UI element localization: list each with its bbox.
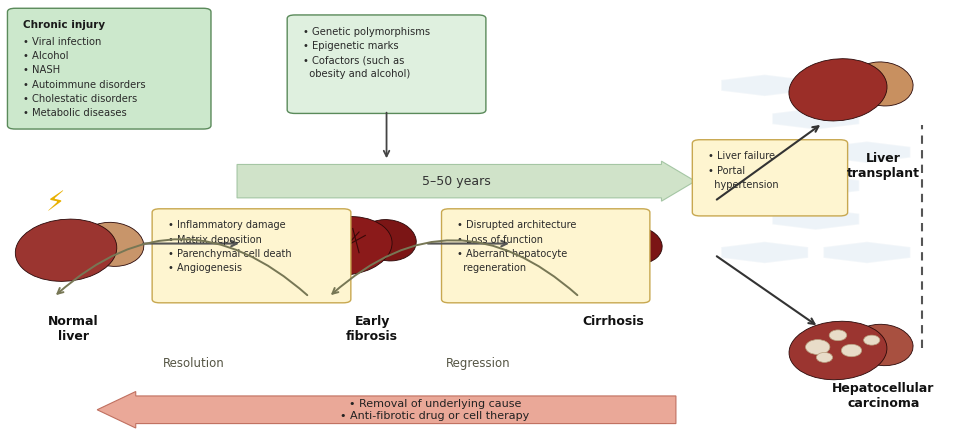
Text: • Genetic polymorphisms: • Genetic polymorphisms bbox=[302, 26, 430, 37]
Ellipse shape bbox=[80, 222, 144, 266]
FancyBboxPatch shape bbox=[152, 209, 351, 303]
Text: • Cofactors (such as: • Cofactors (such as bbox=[302, 55, 404, 65]
Text: regeneration: regeneration bbox=[457, 263, 526, 273]
FancyBboxPatch shape bbox=[441, 209, 650, 303]
Text: • Loss of function: • Loss of function bbox=[457, 235, 543, 245]
Text: • NASH: • NASH bbox=[23, 65, 60, 75]
Text: Cirrhosis: Cirrhosis bbox=[582, 315, 644, 328]
Ellipse shape bbox=[852, 324, 913, 366]
Ellipse shape bbox=[806, 340, 830, 354]
Polygon shape bbox=[98, 392, 676, 428]
Ellipse shape bbox=[359, 219, 416, 261]
Text: • Parenchymal cell death: • Parenchymal cell death bbox=[167, 249, 291, 259]
Text: • Disrupted architecture: • Disrupted architecture bbox=[457, 220, 577, 230]
Text: obesity and alcohol): obesity and alcohol) bbox=[302, 69, 410, 79]
Ellipse shape bbox=[555, 224, 639, 277]
Text: • Angiogenesis: • Angiogenesis bbox=[167, 263, 242, 273]
Text: 5–50 years: 5–50 years bbox=[422, 175, 491, 188]
Ellipse shape bbox=[610, 227, 662, 264]
Text: ⚡: ⚡ bbox=[46, 190, 66, 217]
Text: • Liver failure: • Liver failure bbox=[708, 152, 775, 161]
Ellipse shape bbox=[841, 344, 862, 357]
Ellipse shape bbox=[301, 216, 392, 275]
Text: Liver
transplant: Liver transplant bbox=[847, 152, 920, 180]
Text: • Aberrant hepatocyte: • Aberrant hepatocyte bbox=[457, 249, 567, 259]
Text: Normal
liver: Normal liver bbox=[47, 315, 99, 343]
Text: Resolution: Resolution bbox=[162, 357, 224, 371]
Ellipse shape bbox=[15, 219, 117, 281]
Ellipse shape bbox=[816, 352, 833, 363]
Polygon shape bbox=[823, 242, 910, 263]
Polygon shape bbox=[773, 208, 859, 230]
Text: hypertension: hypertension bbox=[708, 180, 779, 190]
FancyBboxPatch shape bbox=[8, 8, 211, 129]
Text: • Epigenetic marks: • Epigenetic marks bbox=[302, 41, 398, 51]
Ellipse shape bbox=[864, 335, 880, 345]
Ellipse shape bbox=[852, 62, 913, 106]
Text: Regression: Regression bbox=[446, 357, 510, 371]
Text: Hepatocellular
carcinoma: Hepatocellular carcinoma bbox=[832, 382, 934, 410]
FancyBboxPatch shape bbox=[287, 15, 486, 114]
Polygon shape bbox=[722, 142, 809, 163]
Ellipse shape bbox=[789, 321, 887, 380]
Polygon shape bbox=[823, 75, 910, 96]
Polygon shape bbox=[237, 161, 696, 201]
Text: • Cholestatic disorders: • Cholestatic disorders bbox=[23, 94, 137, 104]
Text: • Autoimmune disorders: • Autoimmune disorders bbox=[23, 80, 146, 89]
Polygon shape bbox=[773, 108, 859, 130]
Text: Early
fibrosis: Early fibrosis bbox=[346, 315, 398, 343]
Polygon shape bbox=[773, 175, 859, 196]
Polygon shape bbox=[823, 142, 910, 163]
Text: • Portal: • Portal bbox=[708, 165, 745, 176]
Ellipse shape bbox=[829, 330, 847, 341]
Text: • Alcohol: • Alcohol bbox=[23, 51, 69, 61]
Ellipse shape bbox=[789, 59, 887, 121]
Polygon shape bbox=[722, 242, 809, 263]
Polygon shape bbox=[722, 75, 809, 96]
Text: • Inflammatory damage: • Inflammatory damage bbox=[167, 220, 285, 230]
FancyBboxPatch shape bbox=[693, 140, 847, 216]
Text: • Viral infection: • Viral infection bbox=[23, 37, 101, 47]
Text: Chronic injury: Chronic injury bbox=[23, 20, 105, 30]
Text: • Matrix deposition: • Matrix deposition bbox=[167, 235, 262, 245]
Text: • Metabolic diseases: • Metabolic diseases bbox=[23, 108, 127, 118]
Text: • Removal of underlying cause
• Anti-fibrotic drug or cell therapy: • Removal of underlying cause • Anti-fib… bbox=[340, 399, 529, 421]
